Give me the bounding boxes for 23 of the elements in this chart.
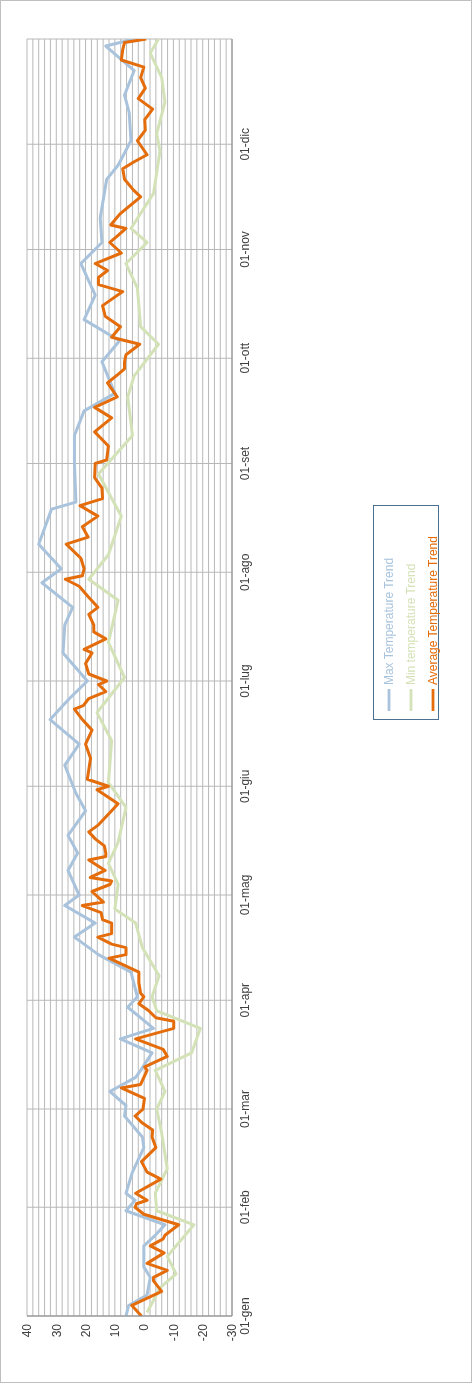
x-tick-label: 40 [20, 1323, 35, 1338]
text: Max Temperature Trend [381, 557, 396, 686]
y-tick-label: 01-mar [237, 1090, 252, 1129]
y-tick-label: 01-giu [237, 769, 252, 803]
y-tick-label: 01-ago [237, 553, 252, 591]
y-tick-label: 01-mag [237, 874, 252, 916]
y-tick-label: 01-nov [237, 231, 252, 268]
y-tick-label: 01-lug [237, 664, 252, 698]
x-tick-label: 0 [137, 1323, 152, 1331]
x-tick-label: -30 [225, 1323, 240, 1342]
x-tick-label: 30 [49, 1323, 64, 1338]
x-tick-label: -20 [195, 1323, 210, 1342]
x-tick-label: 10 [108, 1323, 123, 1338]
y-tick-label: 01-apr [237, 982, 252, 1018]
text: Average Temperature Trend [425, 536, 440, 686]
y-tick-label: 01-dic [237, 127, 252, 161]
y-tick-label: 01-gen [237, 1297, 252, 1335]
x-tick-label: 20 [78, 1323, 93, 1338]
y-tick-label: 01-ott [237, 342, 252, 374]
y-tick-label: 01-set [237, 446, 252, 481]
text: Min temperature Trend [403, 563, 418, 686]
y-tick-label: 01-feb [237, 1189, 252, 1225]
x-tick-label: -10 [166, 1323, 181, 1342]
